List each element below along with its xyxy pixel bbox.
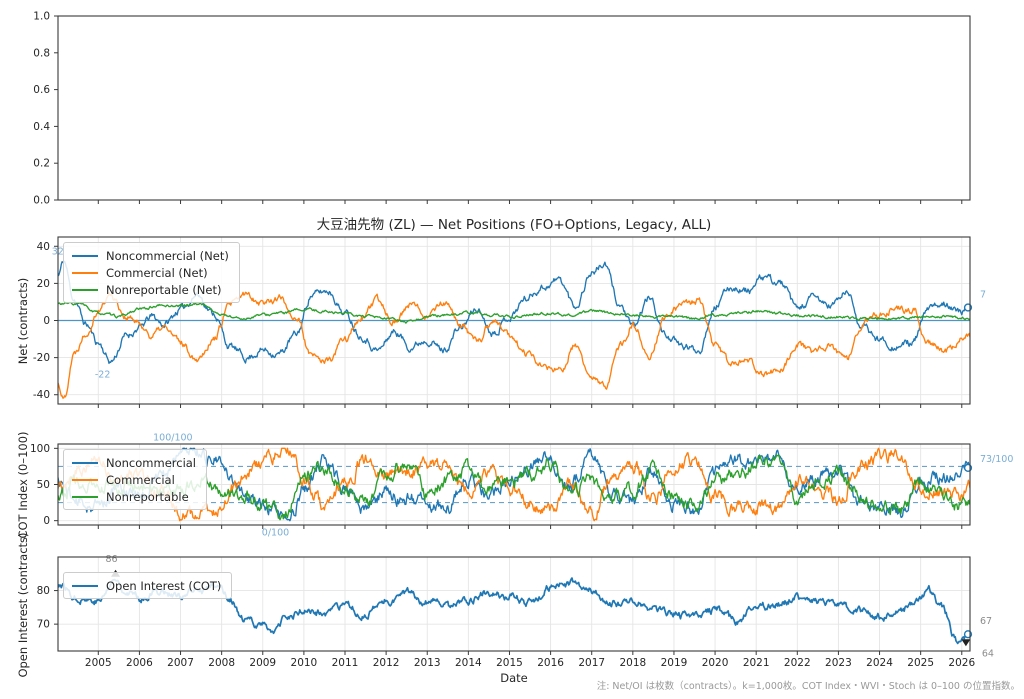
net-y-axis-label: Net (contracts)	[16, 277, 30, 365]
x-tick-label: 2010	[291, 657, 318, 669]
legend-item-nonreportable-net: Nonreportable (Net)	[72, 281, 229, 298]
panel-border	[57, 15, 971, 201]
y-tick-label: 0.6	[33, 84, 50, 96]
x-tick-label: 2025	[907, 657, 934, 669]
y-tick-label: 0.4	[33, 121, 50, 133]
x-tick-label: 2023	[825, 657, 852, 669]
open-interest-line-swatch	[72, 584, 98, 587]
y-tick-label: 0.8	[33, 47, 50, 59]
nonreportable-line-swatch	[72, 288, 98, 291]
y-tick-label: 40	[37, 241, 50, 253]
x-tick-label: 2007	[167, 657, 194, 669]
net-panel-legend: Noncommercial (Net) Commercial (Net) Non…	[63, 242, 240, 303]
legend-label: Open Interest (COT)	[106, 578, 222, 593]
y-tick-label: 0.2	[33, 158, 50, 170]
noncommercial-line-swatch	[72, 254, 98, 257]
legend-item-open-interest: Open Interest (COT)	[72, 577, 221, 594]
open-interest-y-axis-label: Open Interest (contracts)	[16, 532, 30, 678]
legend-item-noncommercial-net: Noncommercial (Net)	[72, 247, 229, 264]
x-tick-label: 2018	[619, 657, 646, 669]
value-annotation: 73/100	[980, 454, 1013, 465]
open-interest-panel-legend: Open Interest (COT)	[63, 572, 233, 599]
y-tick-label: 70	[37, 619, 50, 631]
x-tick-label: 2020	[702, 657, 729, 669]
x-tick-label: 2026	[948, 657, 975, 669]
x-tick-label: 2015	[496, 657, 523, 669]
value-annotation: 67	[980, 616, 992, 627]
x-tick-label: 2005	[85, 657, 112, 669]
legend-item-commercial-net: Commercial (Net)	[72, 264, 229, 281]
legend-item-nonreportable: Nonreportable	[72, 488, 196, 505]
x-tick-label: 2022	[784, 657, 811, 669]
legend-label: Nonreportable	[106, 489, 189, 504]
nonreportable-net--line	[58, 301, 970, 324]
legend-label: Noncommercial	[106, 455, 197, 470]
value-annotation: 100/100	[153, 432, 192, 443]
value-annotation: 64	[982, 648, 994, 659]
y-tick-label: 0.0	[33, 195, 50, 207]
value-annotation: 0/100	[262, 528, 289, 539]
nonreportable-line	[58, 454, 970, 521]
min-marker-triangle	[961, 639, 971, 647]
legend-item-commercial: Commercial	[72, 471, 196, 488]
y-tick-label: 20	[37, 278, 50, 290]
y-tick-label: -20	[33, 352, 50, 364]
y-tick-label: 50	[37, 479, 50, 491]
x-tick-label: 2012	[373, 657, 400, 669]
legend-label: Noncommercial (Net)	[106, 248, 229, 263]
nonreportable-line-swatch	[72, 495, 98, 498]
y-tick-label: 0	[43, 515, 50, 527]
x-tick-label: 2016	[537, 657, 564, 669]
value-annotation: 86	[106, 554, 118, 565]
x-tick-label: 2017	[578, 657, 605, 669]
noncommercial-line-swatch	[72, 461, 98, 464]
x-tick-label: 2019	[661, 657, 688, 669]
x-tick-label: 2008	[208, 657, 235, 669]
cot-index-panel-legend: Noncommercial Commercial Nonreportable	[63, 449, 208, 510]
value-annotation: -22	[95, 369, 111, 380]
legend-item-noncommercial: Noncommercial	[72, 454, 196, 471]
x-tick-label: 2009	[249, 657, 276, 669]
commercial-net--line	[58, 291, 970, 399]
commercial-line-swatch	[72, 478, 98, 481]
x-tick-label: 2011	[332, 657, 359, 669]
commercial-line-swatch	[72, 271, 98, 274]
x-tick-label: 2006	[126, 657, 153, 669]
x-tick-label: 2024	[866, 657, 893, 669]
x-tick-label: 2021	[743, 657, 770, 669]
y-tick-label: 80	[37, 585, 50, 597]
x-tick-label: 2013	[414, 657, 441, 669]
chart-title: 大豆油先物 (ZL) — Net Positions (FO+Options, …	[316, 217, 712, 233]
legend-label: Commercial (Net)	[106, 265, 208, 280]
footnote: 注: Net/OI は枚数（contracts）。k=1,000枚。COT In…	[596, 681, 1020, 692]
legend-label: Commercial	[106, 472, 175, 487]
noncommercial-line	[58, 447, 970, 522]
y-tick-label: 1.0	[33, 11, 50, 23]
x-axis-label: Date	[500, 671, 528, 685]
value-annotation: 7	[980, 290, 986, 301]
legend-label: Nonreportable (Net)	[106, 282, 222, 297]
y-tick-label: -40	[33, 389, 50, 401]
y-tick-label: 0	[43, 315, 50, 327]
panel-border	[57, 556, 971, 652]
y-tick-label: 100	[30, 443, 50, 455]
x-tick-label: 2014	[455, 657, 482, 669]
